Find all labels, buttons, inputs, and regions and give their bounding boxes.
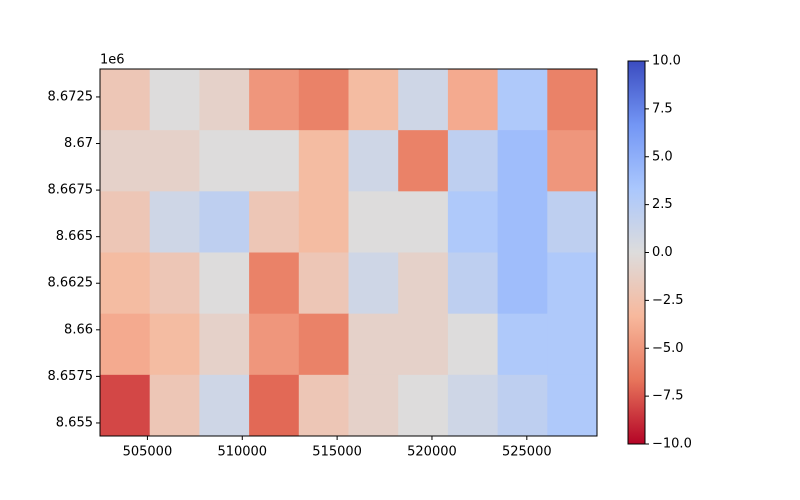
y-tick-label: 8.665 — [56, 229, 93, 244]
raster-cell — [249, 130, 300, 192]
y-tick-label: 8.6675 — [48, 183, 94, 198]
raster-cell — [249, 374, 300, 437]
x-tick-label: 510000 — [217, 445, 267, 460]
raster-cell — [547, 313, 598, 376]
colorbar-tick-label: −7.5 — [652, 389, 684, 404]
raster-cell — [249, 252, 300, 315]
raster-cell — [100, 69, 151, 131]
colorbar-tick-label: −5.0 — [652, 341, 684, 356]
raster-cell — [348, 252, 399, 315]
raster-cell — [398, 130, 449, 192]
raster-cell — [199, 374, 250, 437]
raster-cell — [149, 191, 200, 253]
raster-cell — [249, 69, 300, 131]
y-offset-label: 1e6 — [100, 53, 125, 68]
colorbar-tick-label: −10.0 — [652, 437, 692, 452]
y-tick-label: 8.6725 — [48, 89, 94, 104]
raster-cell — [447, 252, 499, 315]
raster-cell — [497, 313, 548, 376]
raster-cell — [447, 191, 499, 253]
raster-cell — [497, 252, 548, 315]
colorbar-tick-label: 5.0 — [652, 149, 673, 164]
raster-cell — [298, 252, 349, 315]
raster-cell — [100, 191, 151, 253]
raster-cell — [398, 191, 449, 253]
raster-cell — [199, 130, 250, 192]
raster-cell — [298, 313, 349, 376]
raster-cell — [447, 130, 499, 192]
colorbar-tick-label: −2.5 — [652, 293, 684, 308]
raster-cell — [497, 374, 548, 437]
raster-cell — [100, 130, 151, 192]
raster-cell — [199, 313, 250, 376]
raster-cell — [398, 252, 449, 315]
raster-cell — [199, 191, 250, 253]
colorbar-tick-label: 0.0 — [652, 245, 673, 260]
y-tick-label: 8.66 — [64, 322, 93, 337]
raster-cell — [149, 374, 200, 437]
raster-cell — [149, 313, 200, 376]
colorbar — [627, 60, 646, 445]
raster-cell — [348, 374, 399, 437]
y-tick-label: 8.67 — [64, 136, 93, 151]
raster-cell — [497, 130, 548, 192]
raster-cell — [547, 69, 598, 131]
raster-cell — [298, 69, 349, 131]
raster-cell — [547, 130, 598, 192]
raster-cell — [447, 374, 499, 437]
raster-cell — [100, 313, 151, 376]
raster-cell — [298, 374, 349, 437]
raster-cell — [149, 69, 200, 131]
raster-cell — [199, 69, 250, 131]
raster-cell — [249, 313, 300, 376]
raster-cell — [348, 130, 399, 192]
raster-cell — [497, 191, 548, 253]
raster-cell — [149, 130, 200, 192]
raster-cell — [100, 252, 151, 315]
y-tick-label: 8.6625 — [48, 276, 94, 291]
colorbar-tick-label: 10.0 — [652, 54, 681, 69]
raster-cell — [547, 191, 598, 253]
raster-cell — [398, 69, 449, 131]
raster-cell — [298, 191, 349, 253]
y-tick-label: 8.655 — [56, 415, 93, 430]
raster-cell — [298, 130, 349, 192]
raster-cell — [348, 69, 399, 131]
raster-cell — [348, 191, 399, 253]
raster-cell — [447, 69, 499, 131]
y-tick-label: 8.6575 — [48, 369, 94, 384]
raster-cell — [547, 252, 598, 315]
raster-cell — [398, 313, 449, 376]
raster-cell — [100, 374, 151, 437]
raster-cell — [447, 313, 499, 376]
raster-cell — [398, 374, 449, 437]
x-tick-label: 520000 — [407, 445, 457, 460]
colorbar-tick-label: 2.5 — [652, 197, 673, 212]
raster-cell — [149, 252, 200, 315]
x-tick-label: 505000 — [123, 445, 173, 460]
raster-cell — [199, 252, 250, 315]
colorbar-tick-label: 7.5 — [652, 101, 673, 116]
raster-cell — [249, 191, 300, 253]
x-tick-label: 515000 — [312, 445, 362, 460]
x-tick-label: 525000 — [502, 445, 552, 460]
raster-cell — [547, 374, 598, 437]
raster-cell — [348, 313, 399, 376]
raster-cell — [497, 69, 548, 131]
plot-frame — [99, 68, 598, 437]
